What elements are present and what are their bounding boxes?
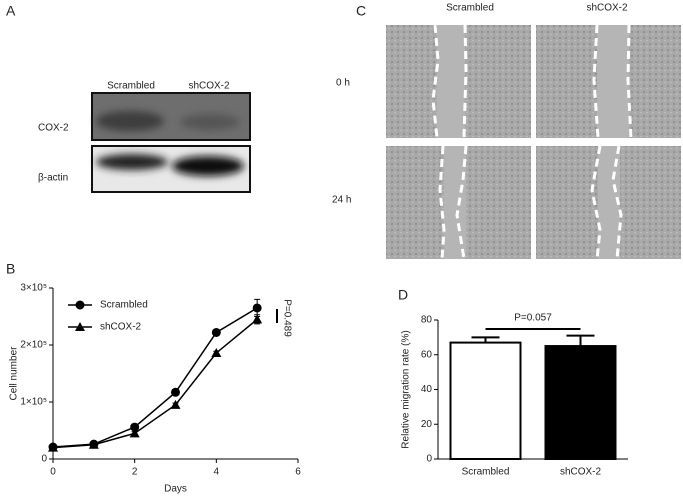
- panel-label: A: [6, 3, 16, 19]
- x-tick-label: 0: [50, 467, 56, 478]
- y-tick-label: 1×10⁵: [20, 397, 47, 408]
- marker: [88, 439, 99, 449]
- x-tick-label: 4: [214, 467, 220, 478]
- y-tick-label: 20: [421, 419, 433, 430]
- y-axis-label: Cell number: [9, 346, 20, 401]
- annotation: P=0.057: [514, 313, 552, 324]
- blot-row: COX-2: [38, 123, 69, 134]
- blot-row: β-actin: [38, 173, 68, 184]
- y-tick-label: 0: [426, 454, 432, 465]
- y-tick-label: 60: [421, 349, 433, 360]
- blot-column: shCOX-2: [188, 81, 230, 92]
- y-tick-label: 2×10⁵: [20, 340, 47, 351]
- x-axis-label: Days: [164, 484, 187, 495]
- marker: [252, 303, 262, 313]
- x-tick-label: 6: [295, 467, 301, 478]
- wound-column: Scrambled: [446, 3, 494, 14]
- bar: [449, 341, 522, 460]
- blot-column: Scrambled: [107, 81, 155, 92]
- marker: [129, 428, 140, 438]
- x-tick-label: shCOX-2: [560, 467, 602, 478]
- panel-label: D: [398, 287, 408, 303]
- x-tick-label: 2: [132, 467, 138, 478]
- marker: [171, 387, 180, 397]
- bar: [544, 345, 617, 460]
- wound-row: 0 h: [336, 78, 350, 89]
- marker: [130, 422, 140, 432]
- wound-column: shCOX-2: [586, 3, 628, 14]
- marker: [48, 442, 58, 452]
- y-tick-label: 80: [421, 315, 433, 326]
- y-tick-label: 3×10⁵: [20, 283, 47, 294]
- wound-row: 24 h: [332, 195, 351, 206]
- legend-label: Scrambled: [100, 300, 148, 311]
- wound-images: [386, 24, 681, 260]
- annotation: P=0.489: [281, 299, 292, 337]
- y-tick-label: 40: [421, 384, 433, 395]
- y-tick-label: 0: [41, 454, 47, 465]
- line: [52, 318, 258, 449]
- panel-label: B: [6, 261, 15, 277]
- marker: [75, 322, 85, 331]
- marker: [75, 300, 85, 310]
- legend-label: shCOX-2: [100, 322, 142, 333]
- error-bar: [566, 334, 595, 347]
- marker: [211, 347, 222, 357]
- y-axis-label: Relative migration rate (%): [401, 330, 412, 448]
- marker: [170, 399, 181, 409]
- blot-image: [91, 92, 251, 193]
- marker: [211, 327, 221, 337]
- x-tick-label: Scrambled: [462, 467, 510, 478]
- marker: [252, 314, 263, 324]
- panel-label: C: [356, 3, 366, 19]
